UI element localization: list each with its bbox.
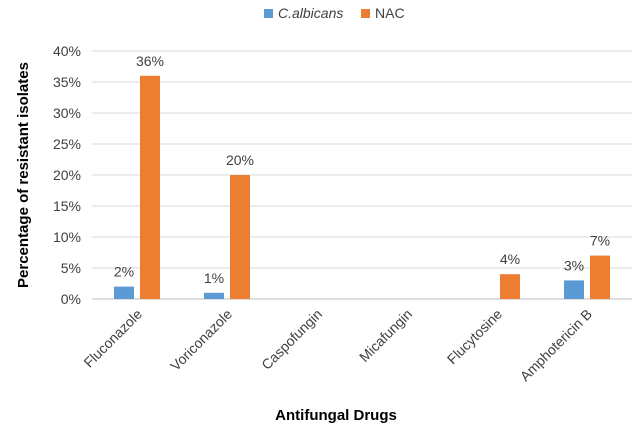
gridlines — [92, 50, 632, 300]
bar-nac-fluconazole — [140, 75, 160, 299]
y-tick-label: 40% — [53, 43, 81, 59]
x-tick-label: Caspofungin — [258, 306, 325, 373]
bar-c-albicans-voriconazole — [204, 292, 224, 299]
y-axis-ticks: 0% 5% 10% 15% 20% 25% 30% 35% 40% — [53, 43, 81, 307]
x-axis-title: Antifungal Drugs — [275, 407, 397, 424]
x-tick-label: Amphotericin B — [517, 306, 595, 384]
legend-label-nac: NAC — [375, 5, 405, 21]
bar-nac-voriconazole — [230, 175, 250, 299]
data-label: 1% — [204, 270, 224, 286]
y-tick-label: 20% — [53, 167, 81, 183]
bar-nac-flucytosine — [500, 274, 520, 299]
legend-swatch-nac — [361, 9, 370, 18]
x-tick-label: Micafungin — [356, 306, 415, 365]
data-label: 7% — [590, 233, 610, 249]
data-label: 3% — [564, 257, 584, 273]
legend: C.albicans NAC — [264, 5, 405, 21]
x-tick-label: Fluconazole — [80, 306, 145, 371]
data-label: 36% — [136, 53, 164, 69]
x-tick-label: Voriconazole — [167, 306, 235, 374]
data-label: 20% — [226, 152, 254, 168]
y-tick-label: 10% — [53, 229, 81, 245]
x-axis-categories: Fluconazole Voriconazole Caspofungin Micafu… — [80, 306, 595, 385]
y-tick-label: 15% — [53, 198, 81, 214]
bar-c-albicans-amphotericin-b — [564, 280, 584, 299]
data-labels: 2% 36% 1% 20% 4% 3% 7% — [114, 53, 610, 286]
data-label: 4% — [500, 251, 520, 267]
bars — [114, 75, 610, 299]
y-tick-label: 0% — [61, 291, 81, 307]
bar-nac-amphotericin-b — [590, 255, 610, 299]
y-axis-title: Percentage of resistant isolates — [15, 62, 32, 288]
legend-swatch-c-albicans — [264, 9, 273, 18]
legend-label-c-albicans: C.albicans — [278, 5, 343, 21]
y-tick-label: 30% — [53, 105, 81, 121]
y-tick-label: 5% — [61, 260, 81, 276]
x-tick-label: Flucytosine — [444, 306, 506, 368]
y-tick-label: 25% — [53, 136, 81, 152]
y-tick-label: 35% — [53, 74, 81, 90]
bar-c-albicans-fluconazole — [114, 286, 134, 299]
data-label: 2% — [114, 264, 134, 280]
